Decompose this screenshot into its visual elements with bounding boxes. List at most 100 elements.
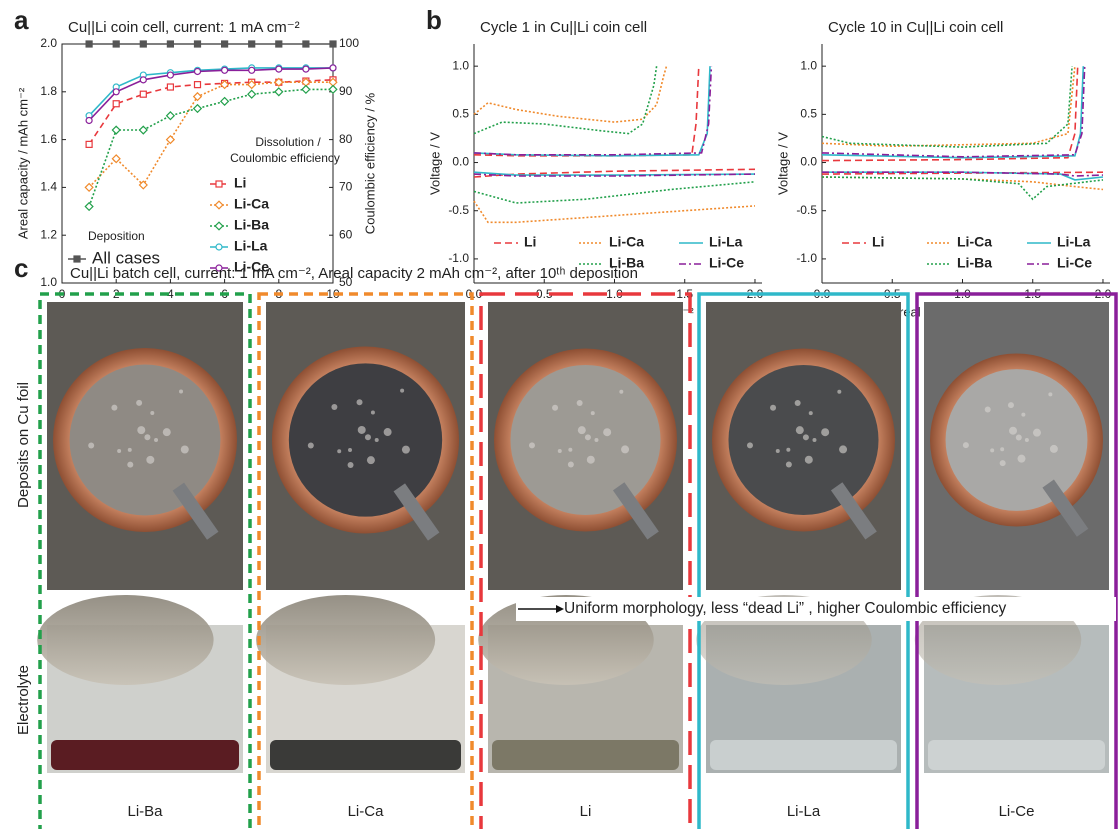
deposit (946, 369, 1088, 511)
y2-tick-label: 100 (339, 36, 359, 50)
figure: a b c Cu||Li coin cell, current: 1 mA cm… (0, 0, 1118, 829)
deposit-grain (837, 390, 841, 394)
point (167, 136, 175, 144)
point (222, 67, 228, 73)
y-tick-label: 1.0 (800, 58, 817, 72)
legend-label: Li-Ba (957, 255, 992, 271)
deposit-grain (1008, 402, 1014, 408)
series-line (89, 68, 333, 121)
glove (37, 595, 213, 685)
deposit-grain (111, 405, 117, 411)
series-line (822, 66, 1103, 180)
deposit-grain (337, 449, 341, 453)
deposit-grain (990, 448, 994, 452)
deposit (510, 365, 660, 515)
y-tick-label: 1.2 (40, 227, 57, 241)
deposit-grain (821, 428, 829, 436)
deposit-grain (150, 411, 154, 415)
point (248, 90, 256, 98)
deposit-grain (1050, 445, 1058, 453)
y-tick-label: 1.0 (40, 275, 57, 289)
y-tick-label: 0.0 (452, 155, 469, 169)
legend-label: Li-La (234, 238, 268, 254)
legend-label: Li (872, 234, 884, 250)
deposit-grain (552, 405, 558, 411)
legend-label: Li-La (709, 234, 743, 250)
point (194, 93, 202, 101)
deposit-grain (558, 449, 562, 453)
deposit-grain (1016, 434, 1022, 440)
deposit-grain (146, 456, 154, 464)
electrolyte (270, 740, 461, 770)
row-label: Electrolyte (15, 665, 32, 735)
legend-label: Li-La (1057, 234, 1091, 250)
deposit-grain (127, 462, 133, 468)
deposit-grain (839, 445, 847, 453)
y-tick-label: 0.5 (452, 107, 469, 121)
deposit-grain (1048, 392, 1052, 396)
deposit-grain (1009, 427, 1017, 435)
point (86, 117, 92, 123)
deposit-grain (619, 390, 623, 394)
legend-marker (215, 222, 223, 230)
y-tick-label: 1.8 (40, 84, 57, 98)
series-line (474, 66, 755, 175)
deposit-grain (348, 462, 354, 468)
y-axis-label: Voltage / V (427, 132, 442, 195)
legend-marker (215, 201, 223, 209)
deposit-grain (331, 404, 337, 410)
annotation: Dissolution / (255, 135, 321, 149)
point (140, 91, 146, 97)
series-line (474, 66, 755, 222)
series-line (474, 66, 755, 176)
point (275, 88, 283, 96)
panel-label: b (426, 5, 442, 35)
legend-label: Li-Ce (709, 255, 744, 271)
chart-title: Cycle 10 in Cu||Li coin cell (828, 19, 1003, 36)
legend-label: Li-Ba (234, 217, 269, 233)
point (195, 82, 201, 88)
deposit-grain (568, 448, 572, 452)
point (276, 66, 282, 72)
deposit-grain (809, 411, 813, 415)
deposit-grain (770, 405, 776, 411)
point (113, 101, 119, 107)
deposit-grain (529, 442, 535, 448)
deposit-grain (144, 434, 150, 440)
deposit-grain (1000, 460, 1006, 466)
point (249, 41, 255, 47)
y-tick-label: 0.5 (800, 107, 817, 121)
y-tick-label: -1.0 (448, 251, 469, 265)
deposit (728, 365, 878, 515)
point (221, 98, 229, 106)
series-line (822, 66, 1103, 199)
deposit-grain (1000, 447, 1004, 451)
point (330, 41, 336, 47)
deposit-grain (163, 428, 171, 436)
deposit-grain (308, 443, 314, 449)
electrolyte (710, 740, 897, 770)
deposit-grain (181, 445, 189, 453)
deposit-grain (128, 448, 132, 452)
panel-label: c (14, 253, 28, 283)
sample-label: Li-La (787, 803, 821, 820)
deposit-grain (384, 428, 392, 436)
point (276, 41, 282, 47)
deposit-grain (402, 446, 410, 454)
y-tick-label: 1.0 (452, 58, 469, 72)
point (167, 41, 173, 47)
point (112, 155, 120, 163)
point (195, 41, 201, 47)
point (195, 68, 201, 74)
point (167, 72, 173, 78)
legend-label: Li-Ce (1057, 255, 1092, 271)
legend-marker (216, 181, 222, 187)
series-line (822, 66, 1103, 189)
glove (256, 595, 435, 685)
note: Uniform morphology, less “dead Li” , hig… (564, 600, 1006, 617)
deposit-grain (594, 438, 598, 442)
deposit (70, 365, 221, 516)
deposit-grain (179, 389, 183, 393)
deposit-grain (88, 442, 94, 448)
series-line (822, 66, 1103, 176)
